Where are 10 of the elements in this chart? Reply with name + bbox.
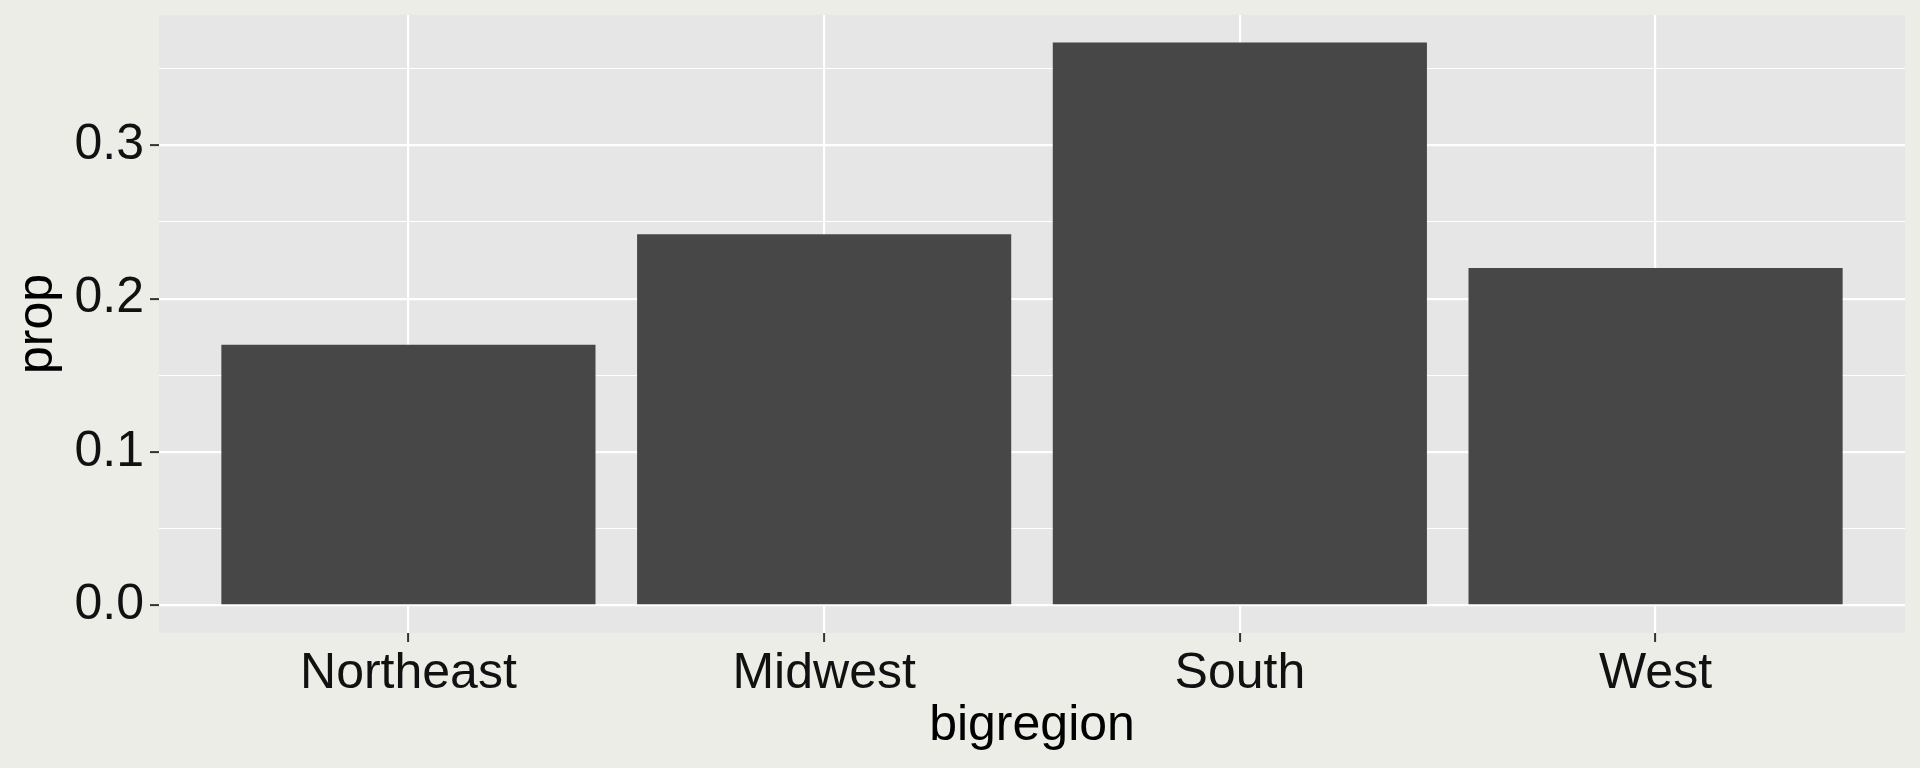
- y-tick-label: 0.1: [74, 420, 144, 477]
- y-tick-label: 0.0: [74, 574, 144, 631]
- y-tick-label: 0.2: [74, 267, 144, 324]
- x-tick-label: West: [1599, 642, 1713, 699]
- x-tick-label: Midwest: [732, 642, 916, 699]
- y-tick-label: 0.3: [74, 114, 144, 171]
- x-tick-label: South: [1174, 642, 1306, 699]
- x-axis-title: bigregion: [929, 694, 1135, 751]
- y-axis-title: prop: [6, 273, 63, 375]
- x-tick-label: Northeast: [300, 642, 517, 699]
